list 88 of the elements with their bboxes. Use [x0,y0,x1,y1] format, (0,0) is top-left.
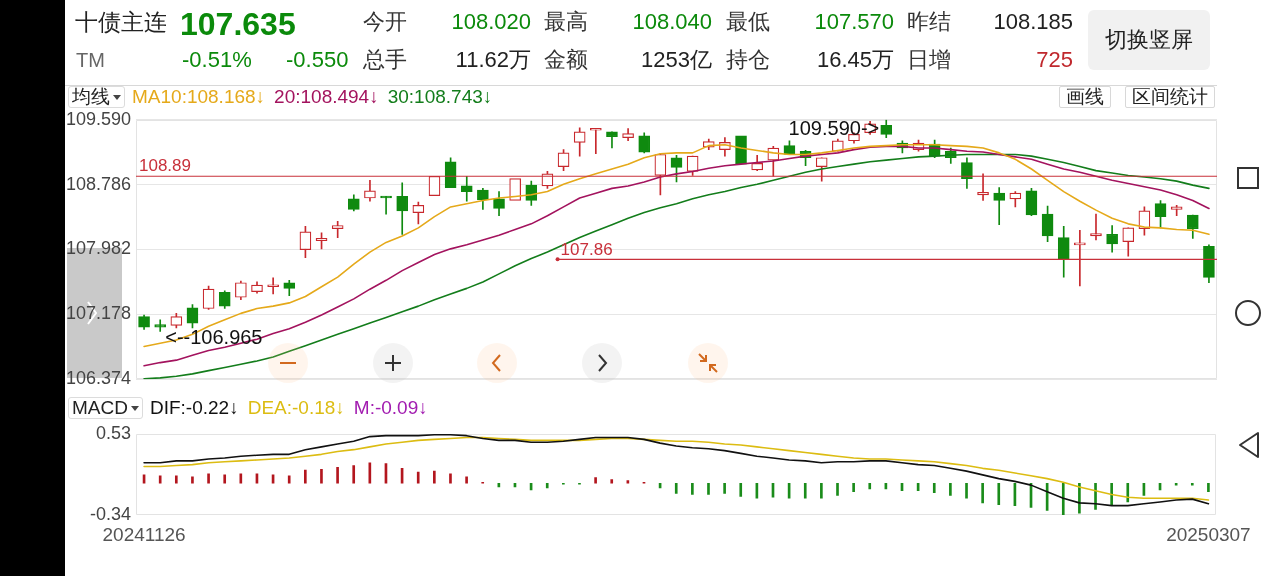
bar [416,471,420,484]
bar [836,482,839,496]
text: 持仓 [726,47,770,73]
text: M:-0.09↓ [353,397,428,419]
bar [674,482,678,494]
text: 30:108.743↓ [387,86,493,108]
bar [981,482,984,504]
candlestick [1090,213,1102,241]
bar [207,473,210,484]
bar [1207,482,1210,492]
candlestick [428,175,441,196]
bar [610,479,614,484]
text: 切换竖屏 [1105,26,1193,54]
text: -0.550 [286,47,349,73]
text: 16.45万 [816,47,894,73]
bar [739,482,743,497]
text: 昨结 [907,9,951,35]
bar [304,469,307,484]
bar [449,473,452,484]
bar [223,474,227,484]
text: 总手 [363,47,407,73]
text: 108.185 [993,9,1073,35]
text: 金额 [544,47,588,73]
bar [320,468,323,484]
text: 日增 [907,47,951,73]
bar [594,477,597,484]
text: 20:108.494↓ [274,86,379,108]
ref-line-label: 107.86 [560,239,613,259]
y-tick-label: 107.178 [65,303,131,324]
bar [691,482,694,495]
bar [433,470,436,484]
text: 108.020 [451,9,531,35]
text: 十债主连 [75,8,167,36]
text: DIF:-0.22↓ [149,397,239,419]
text: 107.635 [180,5,296,43]
bar [949,482,952,496]
x-tick-label: 20241126 [102,523,186,545]
text: 今开 [363,9,407,35]
text: 最低 [726,9,770,35]
bar [545,482,549,489]
bar [191,476,194,484]
bar [174,475,178,484]
bar [723,482,726,494]
x-tick-label: 20250307 [1166,523,1251,545]
text: 11.62万 [455,47,531,73]
candlestick [1074,229,1086,287]
text: TM [76,48,105,72]
bar [932,482,936,493]
bar [965,482,968,499]
text: 107.570 [814,9,894,35]
bar [239,473,243,484]
legend-title: 均线 [72,85,110,109]
bar [287,475,291,484]
bar [997,482,1001,506]
text: -0.51% [182,47,252,73]
bar [707,482,710,495]
bar [336,467,339,484]
bar [820,482,823,499]
candlestick [331,221,344,238]
candlestick [735,135,747,165]
candlestick [977,173,989,201]
y-tick-label: -0.34 [89,503,131,524]
ref-line-label: 108.89 [139,156,191,176]
bar [868,482,872,490]
bar [465,476,468,484]
bar [158,475,162,484]
bar [852,482,855,492]
text: 108.040 [632,9,712,35]
text: 最高 [544,9,588,35]
y-tick-label: 106.374 [65,368,131,389]
text: 1253亿 [641,47,712,73]
bar [803,482,807,499]
bar [1061,482,1065,515]
y-tick-label: 0.53 [95,422,131,443]
candlestick [590,127,602,155]
y-tick-label: 109.590 [65,108,131,129]
text: 画线 [1066,85,1104,109]
y-tick-label: 107.982 [65,238,131,259]
candlestick [267,277,279,295]
candlestick [993,187,1006,225]
y-tick-label: 108.786 [65,173,131,194]
bar [1126,482,1130,503]
bar [352,465,356,484]
legend-title: MACD [72,397,128,419]
text: MA10:108.168↓ [132,86,266,108]
text: 725 [1036,47,1073,73]
series-label: DEA:-0.18↓ [247,397,345,419]
text: 区间统计 [1132,85,1208,109]
